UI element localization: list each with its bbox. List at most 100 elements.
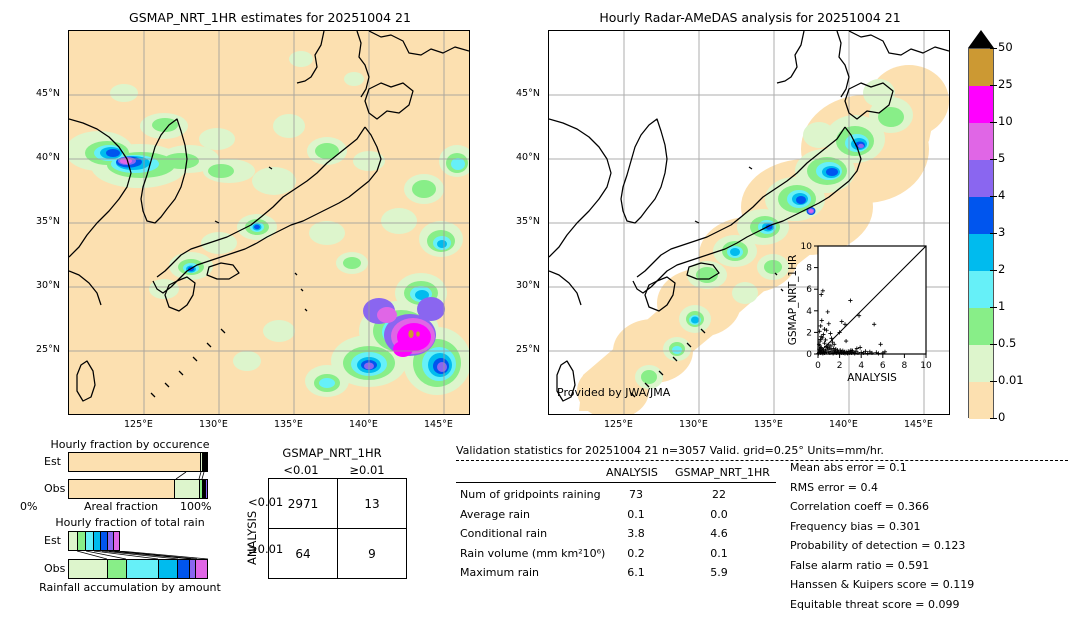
gsmap-estimate-map — [68, 30, 470, 415]
validation-score: Frequency bias = 0.301 — [790, 520, 1075, 540]
total-rain-est-bar — [68, 531, 120, 551]
scatter-xtick-6: 6 — [880, 361, 886, 371]
colorbar-label: 1 — [998, 299, 1005, 313]
radar-amedas-map: Provided by JWA/JMA 0 — [548, 30, 950, 415]
colorbar-label: 0.5 — [998, 336, 1016, 350]
colorbar-tick — [990, 122, 997, 123]
bar-segment — [69, 532, 78, 550]
validation-row-estimate: 0.0 — [681, 508, 757, 521]
validation-row-estimate: 0.1 — [681, 547, 757, 560]
total-rain-obs-bar — [68, 559, 208, 579]
validation-row-analysis: 73 — [606, 488, 666, 501]
right-lon-135: 135°E — [754, 419, 783, 430]
bar-segment — [86, 532, 94, 550]
validation-row-label: Num of gridpoints raining — [460, 488, 601, 501]
colorbar-band — [969, 86, 993, 123]
left-lon-135: 135°E — [274, 419, 303, 430]
colorbar-tick — [990, 307, 997, 308]
colorbar-band — [969, 197, 993, 234]
contingency-col-label-1: ≥0.01 — [334, 463, 400, 477]
colorbar-band — [969, 160, 993, 197]
bar-segment — [94, 532, 102, 550]
colorbar-band — [969, 271, 993, 308]
validation-row-analysis: 6.1 — [606, 566, 666, 579]
bar-segment — [159, 560, 178, 578]
bar-segment — [178, 560, 190, 578]
right-lon-130: 130°E — [679, 419, 708, 430]
total-rain-obs-label: Obs — [44, 562, 65, 575]
validation-row-estimate: 5.9 — [681, 566, 757, 579]
colorbar-label: 0 — [998, 410, 1005, 424]
right-lat-45: 45°N — [516, 88, 540, 99]
colorbar-label: 4 — [998, 188, 1005, 202]
colorbar-band — [969, 234, 993, 271]
scatter-ytick-8: 8 — [806, 264, 812, 274]
bar-segment — [108, 560, 127, 578]
rainfall-accumulation-caption: Rainfall accumulation by amount — [30, 581, 230, 594]
validation-score: False alarm ratio = 0.591 — [790, 559, 1075, 579]
total-rain-est-label: Est — [44, 534, 61, 547]
scatter-ytick-0: 0 — [806, 350, 812, 360]
occurrence-est-label: Est — [44, 455, 61, 468]
colorbar-tick — [990, 344, 997, 345]
validation-row: Rain volume (mm km²10⁶)0.2 0.1 — [456, 547, 776, 567]
validation-row-estimate: 22 — [681, 488, 757, 501]
validation-row-label: Conditional rain — [460, 527, 547, 540]
colorbar-tick — [990, 381, 997, 382]
colorbar-over-arrow — [968, 30, 994, 48]
colorbar-tick — [990, 233, 997, 234]
map-attribution: Provided by JWA/JMA — [557, 386, 670, 399]
contingency-top-header: GSMAP_NRT_1HR — [258, 446, 406, 460]
colorbar-label: 2 — [998, 262, 1005, 276]
colorbar-label: 0.01 — [998, 373, 1024, 387]
contingency-side-header: ANALYSIS — [245, 511, 259, 565]
bar-segment — [69, 560, 108, 578]
validation-row-estimate: 4.6 — [681, 527, 757, 540]
validation-row-analysis: 0.2 — [606, 547, 666, 560]
areal-fraction-right: 100% — [180, 500, 211, 513]
bar-segment — [78, 532, 87, 550]
scatter-inset: 0 2 4 6 8 10 0 2 4 6 8 10 ANALYSIS GSMAP… — [782, 236, 948, 414]
left-lon-125: 125°E — [124, 419, 153, 430]
left-lon-145: 145°E — [424, 419, 453, 430]
occurrence-obs-bar — [68, 479, 208, 499]
colorbar-band — [969, 123, 993, 160]
scatter-xtick-8: 8 — [902, 361, 908, 371]
bar-segment — [206, 480, 207, 498]
contingency-cell-01: 13 — [338, 479, 407, 529]
validation-row-analysis: 0.1 — [606, 508, 666, 521]
left-lon-130: 130°E — [199, 419, 228, 430]
table-row: 2971 13 — [269, 479, 407, 529]
left-lat-40: 40°N — [36, 152, 60, 163]
scatter-xtick-10: 10 — [920, 361, 932, 371]
occurrence-obs-label: Obs — [44, 482, 65, 495]
colorbar-label: 5 — [998, 151, 1005, 165]
colorbar-label: 25 — [998, 77, 1013, 91]
left-lon-140: 140°E — [349, 419, 378, 430]
bar-segment — [114, 532, 119, 550]
bar-segment — [69, 480, 175, 498]
scatter-xtick-4: 4 — [858, 361, 864, 371]
contingency-cell-00: 2971 — [269, 479, 338, 529]
areal-fraction-label: Areal fraction — [84, 500, 158, 513]
colorbar-label: 50 — [998, 40, 1013, 54]
colorbar-tick — [990, 48, 997, 49]
contingency-col-label-0: <0.01 — [268, 463, 334, 477]
left-lat-30: 30°N — [36, 280, 60, 291]
validation-score: Correlation coeff = 0.366 — [790, 500, 1075, 520]
colorbar-label: 10 — [998, 114, 1013, 128]
right-lat-40: 40°N — [516, 152, 540, 163]
scatter-ytick-6: 6 — [806, 285, 812, 295]
left-lat-45: 45°N — [36, 88, 60, 99]
contingency-cell-11: 9 — [338, 529, 407, 579]
colorbar-band — [969, 345, 993, 382]
scatter-xlabel: ANALYSIS — [847, 372, 897, 384]
bar-segment — [175, 480, 200, 498]
bar-segment — [196, 560, 207, 578]
validation-row-label: Rain volume (mm km²10⁶) — [460, 547, 605, 560]
left-map-canvas — [69, 31, 469, 414]
right-lat-35: 35°N — [516, 216, 540, 227]
